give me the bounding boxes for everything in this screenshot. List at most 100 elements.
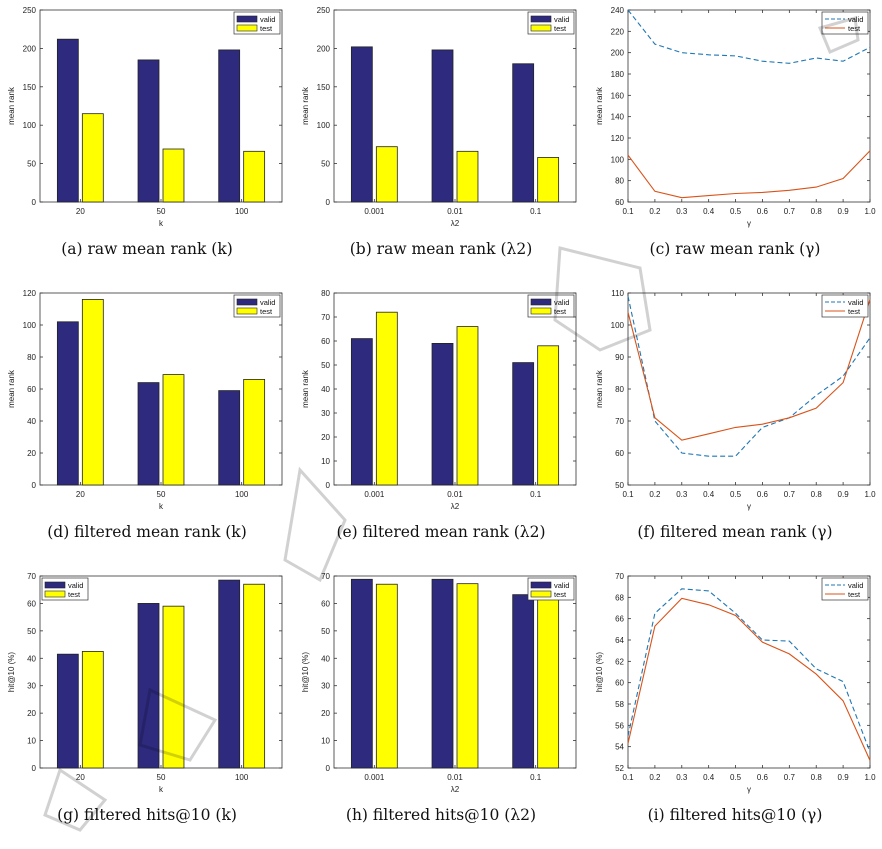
y-tick-label: 100 — [611, 321, 625, 330]
bar-valid — [350, 338, 373, 486]
bar-valid — [137, 59, 160, 203]
y-tick-label: 60 — [615, 198, 624, 207]
series-line-valid — [627, 296, 871, 457]
x-axis-label: λ2 — [451, 502, 460, 511]
y-tick-label: 0 — [326, 481, 331, 490]
series-line-test — [627, 597, 871, 761]
figure-caption: (d) filtered mean rank (k) — [47, 523, 247, 541]
y-tick-label: 100 — [611, 155, 625, 164]
legend-swatch — [236, 24, 258, 32]
legend-label: valid — [260, 15, 275, 24]
plot-frame — [627, 9, 871, 203]
x-tick-label: 1.0 — [864, 490, 876, 499]
x-axis-label: k — [159, 502, 164, 511]
bar-valid — [56, 38, 79, 203]
legend-label: test — [554, 24, 567, 33]
y-tick-label: 10 — [27, 737, 36, 746]
series-line-valid — [627, 588, 871, 753]
legend-swatch — [530, 15, 552, 23]
y-tick-label: 70 — [615, 572, 624, 581]
y-tick-label: 50 — [27, 627, 36, 636]
y-tick-label: 70 — [615, 417, 624, 426]
figure-caption: (g) filtered hits@10 (k) — [57, 806, 237, 824]
figure-caption: (h) filtered hits@10 (λ2) — [345, 806, 537, 824]
chart-svg: 52 54 56 58 60 62 64 66 68 70 hit@10 (%) γ 0.1 0.2 0.3… — [595, 572, 876, 794]
y-tick-label: 0 — [326, 198, 331, 207]
y-tick-label: 100 — [23, 121, 37, 130]
chart-svg: 0 10 20 30 40 50 60 70 hit@10 (%) k 20 50 100 validte… — [7, 572, 283, 794]
y-tick-label: 50 — [27, 160, 36, 169]
x-tick-label: 0.3 — [676, 207, 688, 216]
y-tick-label: 40 — [321, 385, 330, 394]
x-tick-label: 0.9 — [838, 490, 850, 499]
y-axis-label: hit@10 (%) — [595, 652, 604, 692]
legend-label: test — [260, 24, 273, 33]
y-tick-label: 120 — [611, 134, 625, 143]
x-tick-label: 0.3 — [676, 490, 688, 499]
x-tick-label: 1.0 — [864, 207, 876, 216]
y-tick-label: 54 — [615, 743, 624, 752]
y-tick-label: 30 — [321, 409, 330, 418]
chart-panel-9: 52 54 56 58 60 62 64 66 68 70 hit@10 (%) γ 0.1 0.2 0.3… — [588, 566, 882, 849]
y-tick-label: 60 — [615, 679, 624, 688]
y-tick-label: 10 — [321, 457, 330, 466]
chart-panel-1: 0 50 100 150 200 250 mean rank k 20 50 100 valid tes… — [0, 0, 294, 283]
bar-valid — [431, 578, 454, 769]
y-tick-label: 60 — [321, 337, 330, 346]
bar-valid — [56, 653, 79, 769]
x-tick-label: 0.4 — [703, 207, 715, 216]
y-tick-label: 240 — [611, 6, 625, 15]
legend-label: valid — [554, 15, 569, 24]
y-tick-label: 250 — [23, 6, 37, 15]
y-tick-label: 180 — [611, 70, 625, 79]
x-tick-label: 0.1 — [622, 773, 634, 782]
y-tick-label: 0 — [32, 198, 37, 207]
y-tick-label: 80 — [615, 177, 624, 186]
x-tick-label: 0.1 — [622, 490, 634, 499]
figure-caption: (c) raw mean rank (γ) — [649, 240, 821, 258]
legend-swatch — [530, 298, 552, 306]
legend-label: valid — [554, 581, 569, 590]
y-tick-label: 40 — [27, 417, 36, 426]
y-tick-label: 50 — [321, 627, 330, 636]
legend-label: test — [554, 307, 567, 316]
x-tick-label: 50 — [157, 773, 166, 782]
bar-valid — [350, 46, 373, 203]
bar-valid — [218, 390, 241, 486]
y-tick-label: 30 — [27, 682, 36, 691]
bar-test — [537, 593, 560, 769]
y-axis-label: mean rank — [7, 369, 16, 408]
x-tick-label: 50 — [157, 207, 166, 216]
x-tick-label: 100 — [235, 490, 249, 499]
x-axis-label: γ — [747, 219, 751, 228]
legend-label: test — [848, 307, 861, 316]
bar-valid — [218, 49, 241, 203]
x-tick-label: 0.1 — [530, 490, 542, 499]
plot-frame — [627, 292, 871, 486]
y-tick-label: 66 — [615, 615, 624, 624]
y-tick-label: 150 — [23, 83, 37, 92]
series-line-test — [627, 299, 871, 441]
legend-swatch — [236, 307, 258, 315]
bar-valid — [512, 63, 535, 203]
y-tick-label: 250 — [317, 6, 331, 15]
x-tick-label: 0.01 — [447, 207, 463, 216]
x-tick-label: 0.8 — [811, 773, 823, 782]
y-tick-label: 0 — [326, 764, 331, 773]
x-axis-label: λ2 — [451, 785, 460, 794]
x-tick-label: 0.2 — [649, 773, 661, 782]
x-tick-label: 0.7 — [784, 490, 796, 499]
x-tick-label: 0.2 — [649, 207, 661, 216]
bar-test — [162, 605, 185, 769]
y-axis-label: hit@10 (%) — [7, 652, 16, 692]
y-tick-label: 60 — [27, 599, 36, 608]
x-tick-label: 0.7 — [784, 773, 796, 782]
x-tick-label: 0.1 — [622, 207, 634, 216]
chart-panel-6: 50 60 70 80 90 100 110 mean rank γ 0.1 0.2 0.3 0.4 0.… — [588, 283, 882, 566]
bar-valid — [218, 579, 241, 769]
y-tick-label: 160 — [611, 91, 625, 100]
y-tick-label: 80 — [321, 289, 330, 298]
